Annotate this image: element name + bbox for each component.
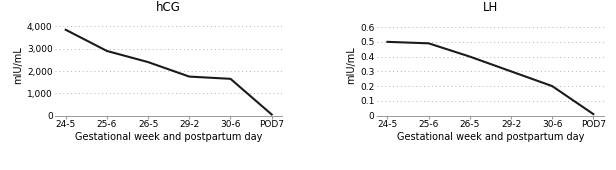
Y-axis label: mIU/mL: mIU/mL [346,47,356,84]
X-axis label: Gestational week and postpartum day: Gestational week and postpartum day [75,132,262,142]
X-axis label: Gestational week and postpartum day: Gestational week and postpartum day [397,132,584,142]
Title: hCG: hCG [156,1,181,14]
Title: LH: LH [483,1,498,14]
Y-axis label: mIU/mL: mIU/mL [13,47,23,84]
